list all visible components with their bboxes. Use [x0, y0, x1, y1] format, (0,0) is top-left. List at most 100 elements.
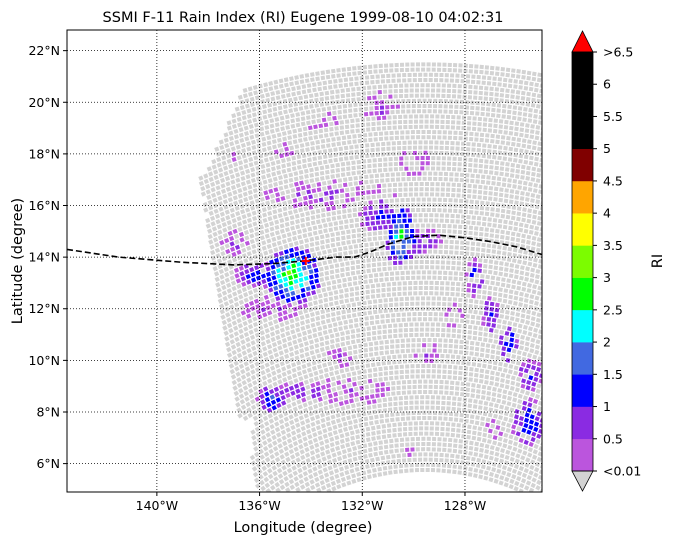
swath-pixel	[441, 307, 447, 312]
swath-pixel	[388, 308, 394, 313]
swath-pixel	[539, 280, 542, 286]
swath-pixel	[334, 268, 340, 274]
swath-pixel	[499, 87, 505, 93]
rain-pixel	[528, 419, 535, 425]
swath-pixel	[452, 396, 457, 401]
swath-pixel	[499, 166, 505, 171]
swath-pixel	[245, 336, 251, 343]
swath-pixel	[344, 431, 350, 437]
swath-pixel	[434, 431, 440, 436]
swath-pixel	[511, 354, 517, 359]
swath-pixel	[430, 400, 435, 405]
swath-pixel	[227, 259, 233, 265]
swath-pixel	[259, 454, 265, 460]
swath-pixel	[448, 104, 454, 109]
swath-pixel	[290, 396, 297, 402]
swath-pixel	[381, 147, 386, 152]
rain-pixel	[428, 239, 433, 244]
rain-pixel	[391, 219, 397, 224]
swath-pixel	[521, 356, 527, 362]
swath-pixel	[334, 473, 340, 479]
swath-pixel	[514, 264, 520, 269]
swath-pixel	[496, 463, 502, 469]
swath-pixel	[473, 226, 479, 231]
swath-pixel	[314, 177, 320, 182]
swath-pixel	[493, 191, 499, 197]
rain-pixel	[498, 431, 504, 437]
swath-pixel	[247, 412, 253, 419]
swath-pixel	[292, 470, 299, 477]
swath-pixel	[469, 419, 475, 425]
swath-pixel	[279, 424, 285, 430]
swath-pixel	[519, 275, 524, 281]
swath-pixel	[470, 319, 475, 325]
swath-pixel	[354, 461, 360, 467]
swath-pixel	[248, 295, 254, 301]
swath-pixel	[509, 478, 515, 484]
swath-pixel	[439, 312, 444, 317]
swath-pixel	[363, 106, 369, 112]
swath-pixel	[229, 275, 235, 281]
swath-pixel	[312, 161, 318, 167]
swath-pixel	[345, 330, 351, 335]
swath-pixel	[298, 95, 304, 101]
swath-pixel	[321, 282, 327, 288]
swath-pixel	[272, 410, 278, 416]
swath-pixel	[426, 447, 431, 452]
swath-pixel	[480, 200, 485, 206]
swath-pixel	[432, 416, 437, 421]
swath-pixel	[231, 223, 238, 229]
swath-pixel	[525, 176, 531, 181]
swath-pixel	[308, 93, 314, 99]
swath-pixel	[302, 233, 308, 239]
swath-pixel	[463, 63, 468, 68]
swath-pixel	[494, 170, 499, 176]
swath-pixel	[530, 321, 536, 327]
swath-pixel	[231, 320, 238, 326]
swath-pixel	[503, 432, 509, 438]
swath-pixel	[461, 423, 467, 429]
swath-pixel	[480, 395, 486, 400]
swath-pixel	[491, 181, 496, 186]
swath-pixel	[398, 265, 403, 271]
swath-pixel	[320, 417, 326, 423]
swath-pixel	[356, 91, 361, 97]
swath-pixel	[532, 214, 537, 220]
colorbar-bin	[572, 406, 593, 440]
swath-pixel	[356, 477, 362, 483]
swath-pixel	[467, 424, 472, 430]
swath-pixel	[289, 454, 296, 460]
swath-pixel	[383, 157, 388, 162]
rain-pixel	[285, 392, 291, 399]
swath-pixel	[478, 469, 484, 475]
swath-pixel	[286, 167, 292, 173]
swath-pixel	[488, 259, 494, 264]
swath-pixel	[380, 74, 386, 79]
swath-pixel	[298, 342, 304, 348]
swath-pixel	[326, 454, 332, 460]
swath-pixel	[440, 353, 445, 359]
swath-pixel	[246, 146, 252, 152]
swath-pixel	[257, 285, 264, 292]
swath-pixel	[336, 141, 342, 147]
swath-pixel	[225, 148, 231, 154]
swath-pixel	[368, 278, 374, 284]
swath-pixel	[226, 158, 232, 164]
swath-pixel	[536, 242, 542, 248]
swath-pixel	[346, 239, 351, 245]
swath-pixel	[432, 130, 437, 135]
swath-pixel	[394, 365, 399, 370]
swath-pixel	[394, 297, 399, 302]
swath-pixel	[506, 472, 512, 478]
swath-pixel	[325, 449, 331, 455]
swath-pixel	[250, 340, 256, 346]
swath-pixel	[362, 227, 367, 232]
swath-pixel	[392, 433, 397, 438]
swath-pixel	[423, 312, 428, 316]
swath-pixel	[272, 381, 278, 387]
rain-pixel	[398, 260, 403, 265]
swath-pixel	[474, 299, 479, 304]
swath-pixel	[431, 442, 436, 447]
swath-pixel	[269, 123, 275, 129]
swath-pixel	[457, 94, 462, 99]
